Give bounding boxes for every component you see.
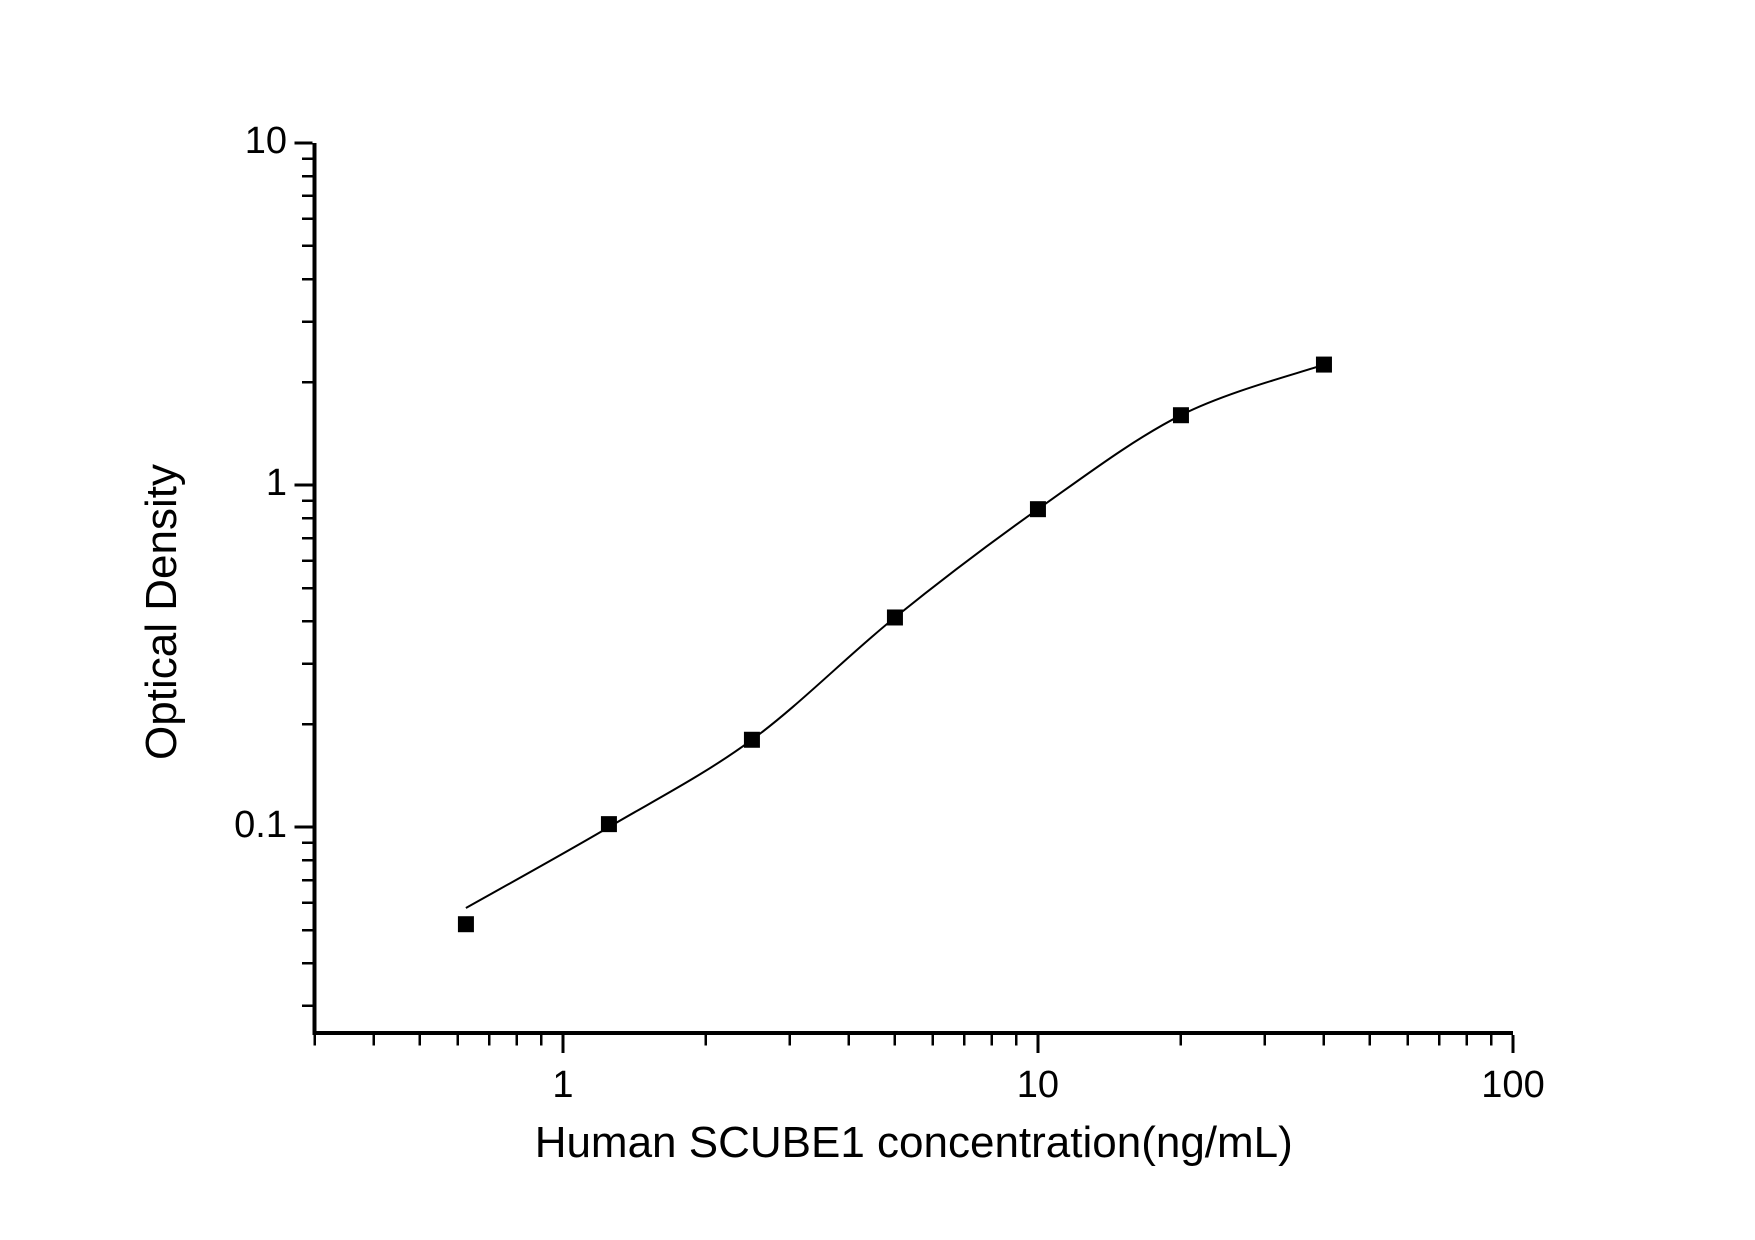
fit-curve-line <box>465 363 1325 909</box>
axis-spines <box>312 143 1513 1035</box>
x-tick-label: 1 <box>552 1064 573 1106</box>
data-point-marker <box>600 816 617 833</box>
tick-labels: 1 10 100 10 1 0.1 <box>234 120 1545 1106</box>
y-tick-label: 1 <box>266 462 287 504</box>
data-point-marker <box>1029 501 1046 518</box>
x-axis-title: Human SCUBE1 concentration(ng/mL) <box>535 1118 1293 1167</box>
y-tick-label: 0.1 <box>234 804 287 846</box>
y-tick-label: 10 <box>245 120 287 162</box>
axes <box>294 141 1515 1053</box>
data-point-marker <box>743 731 760 748</box>
x-tick-label: 100 <box>1481 1064 1544 1106</box>
data-point-marker <box>886 609 903 626</box>
x-tick-label: 10 <box>1017 1064 1059 1106</box>
data-point-markers <box>457 356 1332 933</box>
data-point-marker <box>1315 356 1332 373</box>
y-axis-title: Optical Density <box>137 464 186 760</box>
data-point-marker <box>457 916 474 933</box>
data-point-marker <box>1172 407 1189 424</box>
